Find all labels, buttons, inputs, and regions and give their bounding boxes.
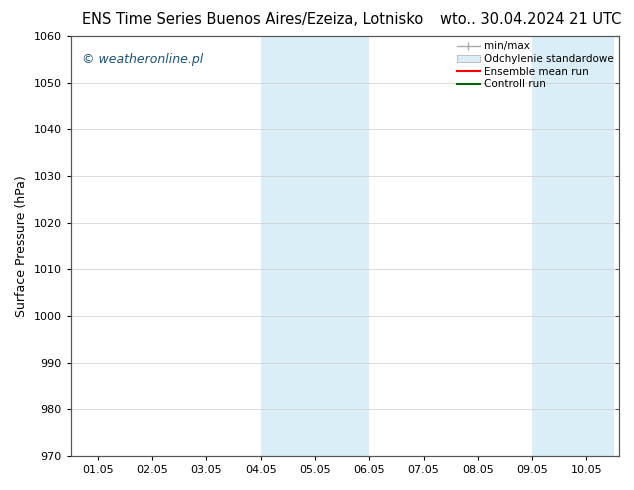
Text: © weatheronline.pl: © weatheronline.pl — [82, 53, 203, 66]
Bar — [532, 36, 559, 456]
Bar — [559, 36, 614, 456]
Text: wto.. 30.04.2024 21 UTC: wto.. 30.04.2024 21 UTC — [440, 12, 621, 27]
Y-axis label: Surface Pressure (hPa): Surface Pressure (hPa) — [15, 175, 28, 317]
Bar — [261, 36, 288, 456]
Text: ENS Time Series Buenos Aires/Ezeiza, Lotnisko: ENS Time Series Buenos Aires/Ezeiza, Lot… — [82, 12, 424, 27]
Bar — [288, 36, 369, 456]
Legend: min/max, Odchylenie standardowe, Ensemble mean run, Controll run: min/max, Odchylenie standardowe, Ensembl… — [455, 39, 616, 91]
